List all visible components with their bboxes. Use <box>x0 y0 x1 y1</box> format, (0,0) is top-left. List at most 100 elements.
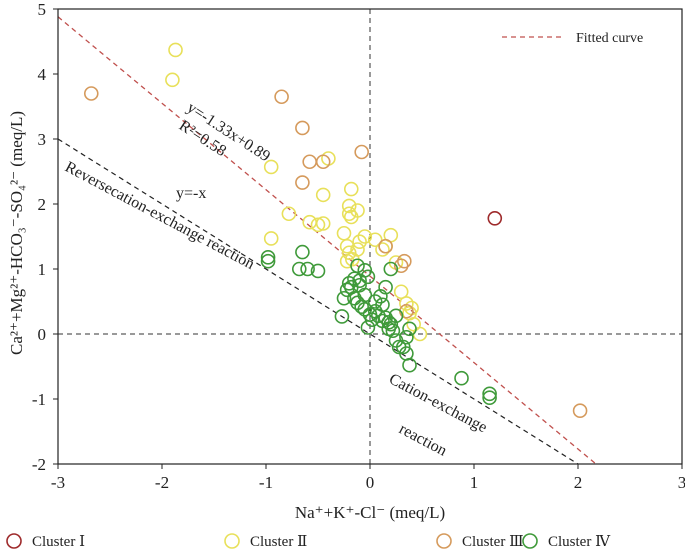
data-point <box>487 211 503 226</box>
data-point <box>295 175 310 190</box>
data-point <box>263 231 279 246</box>
data-point <box>302 154 317 170</box>
annotation-cation-exchange-reaction: reaction <box>396 421 449 460</box>
data-point <box>295 244 310 260</box>
data-point <box>357 301 373 317</box>
legend-item-cluster-3: Cluster Ⅲ <box>436 533 524 550</box>
data-point <box>354 144 369 160</box>
data-point <box>395 339 411 355</box>
x-axis-label: Na⁺+K⁺-Cl⁻ (meq/L) <box>295 503 445 522</box>
data-point <box>383 316 399 332</box>
data-point <box>291 261 307 277</box>
data-point <box>341 206 357 222</box>
data-point <box>260 249 276 265</box>
legend-item-cluster-1: Cluster Ⅰ <box>6 533 85 550</box>
y-axis-label: Ca²⁺+Mg²⁺-HCO₃⁻-SO₄²⁻ (meq/L) <box>7 111 26 355</box>
legend-fitted-curve: Fitted curve <box>502 31 643 46</box>
data-point <box>83 86 99 101</box>
data-point <box>402 321 417 337</box>
x-tick-label: -2 <box>155 473 169 492</box>
data-point <box>378 279 393 295</box>
y-tick-label: -1 <box>32 390 46 409</box>
fitted-curve-line <box>58 16 598 464</box>
y-tick-label: 3 <box>38 130 47 149</box>
y-tick-label: -2 <box>32 455 46 474</box>
data-point <box>393 284 409 300</box>
data-point <box>347 290 362 306</box>
y-tick-label: 4 <box>38 65 47 84</box>
data-point <box>375 242 390 257</box>
legend-marker <box>6 533 22 549</box>
plot-area <box>57 8 683 465</box>
legend-item-cluster-4: Cluster Ⅳ <box>522 533 611 550</box>
data-point <box>360 320 376 335</box>
data-point <box>341 245 357 261</box>
annotation-reverse-exchange: Reversecation-exchange reaction <box>62 159 257 273</box>
data-point <box>352 234 367 249</box>
data-point <box>334 309 350 324</box>
data-point <box>315 187 331 203</box>
data-point <box>357 287 373 303</box>
data-point <box>300 261 315 277</box>
legend-label: Cluster Ⅳ <box>548 534 611 550</box>
tick-labels: -3 -2 -1 0 1 2 3 -2 -1 0 1 2 3 4 5 <box>32 0 685 492</box>
data-point <box>388 308 404 324</box>
annotation-y-equals-neg-x: y=-x <box>176 185 206 202</box>
data-point <box>350 242 365 257</box>
data-point <box>263 159 279 175</box>
data-point <box>341 198 357 214</box>
data-point <box>383 261 399 277</box>
series-cluster-4 <box>260 244 497 406</box>
data-point <box>402 357 417 373</box>
x-tick-label: 2 <box>574 473 583 492</box>
data-point <box>281 206 297 222</box>
data-point <box>315 216 331 231</box>
y-tick-label: 5 <box>38 0 47 19</box>
legend-label: Cluster Ⅲ <box>462 534 524 550</box>
annotations: y=-1.33x+0.89R²=0.58y=-xReversecation-ex… <box>62 99 490 460</box>
x-tick-label: 3 <box>678 473 685 492</box>
data-point <box>343 181 359 197</box>
legend-clusters: Cluster Ⅰ Cluster Ⅱ Cluster Ⅲ Cluster Ⅳ <box>6 533 611 550</box>
data-point <box>367 303 383 319</box>
legend-label: Cluster Ⅰ <box>32 534 85 550</box>
legend-marker <box>522 533 538 549</box>
data-point <box>315 154 331 170</box>
y-tick-label: 2 <box>38 195 47 214</box>
reference-line-y-neg-x <box>58 138 579 464</box>
data-point <box>357 229 373 244</box>
data-point <box>482 386 497 402</box>
data-point <box>310 217 326 233</box>
data-point <box>385 323 401 339</box>
x-tick-label: 0 <box>366 473 375 492</box>
series-cluster-3 <box>83 86 588 419</box>
data-point <box>352 273 367 289</box>
data-point <box>371 308 386 324</box>
data-point <box>399 296 414 311</box>
data-point <box>399 329 414 345</box>
data-point <box>367 232 383 248</box>
legend-fitted-curve-label: Fitted curve <box>576 31 643 46</box>
data-point <box>310 263 326 279</box>
data-point <box>367 294 383 309</box>
data-point <box>397 253 412 269</box>
y-tick-label: 0 <box>38 325 47 344</box>
data-point <box>378 238 393 254</box>
data-point <box>339 238 355 254</box>
x-tick-label: -3 <box>51 473 65 492</box>
data-point <box>274 89 289 105</box>
data-point <box>393 258 409 274</box>
x-tick-label: -1 <box>259 473 273 492</box>
legend-label: Cluster Ⅱ <box>250 534 307 550</box>
data-point <box>350 203 365 218</box>
data-point <box>336 290 352 306</box>
legend-item-cluster-2: Cluster Ⅱ <box>224 533 307 550</box>
data-point <box>336 225 352 241</box>
data-point <box>482 390 497 406</box>
data-point <box>454 370 469 386</box>
y-tick-label: 1 <box>38 260 47 279</box>
series-cluster-1 <box>487 211 503 226</box>
data-point <box>295 120 310 136</box>
data-point <box>572 403 588 419</box>
